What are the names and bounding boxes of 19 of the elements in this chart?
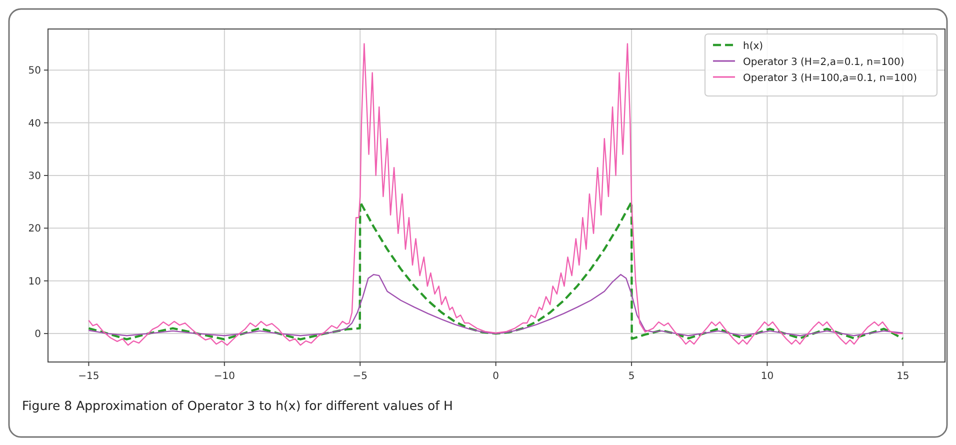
y-tick-label: 50 — [28, 66, 41, 77]
line-series — [88, 274, 904, 336]
x-tick-label: −10 — [214, 371, 235, 382]
y-tick-label: 40 — [28, 118, 41, 130]
x-tick-label: 0 — [492, 371, 500, 382]
y-tick-label: 10 — [28, 276, 41, 288]
legend-label: Operator 3 (H=2,a=0.1, n=100) — [743, 57, 904, 68]
x-tick-label: 15 — [896, 371, 910, 382]
caption: Figure 8 Approximation of Operator 3 to h(x) for different values of H — [22, 398, 453, 413]
x-tick-label: −15 — [78, 371, 100, 382]
line-series — [88, 200, 904, 340]
legend-label: h(x) — [743, 41, 764, 52]
x-tick-label: 10 — [760, 371, 774, 382]
y-tick-label: 30 — [28, 170, 41, 182]
legend-label: Operator 3 (H=100,a=0.1, n=100) — [743, 73, 918, 84]
y-tick-label: 0 — [34, 329, 41, 340]
x-tick-label: 5 — [628, 371, 635, 382]
x-tick-label: −5 — [352, 371, 368, 382]
y-tick-label: 20 — [28, 224, 41, 235]
